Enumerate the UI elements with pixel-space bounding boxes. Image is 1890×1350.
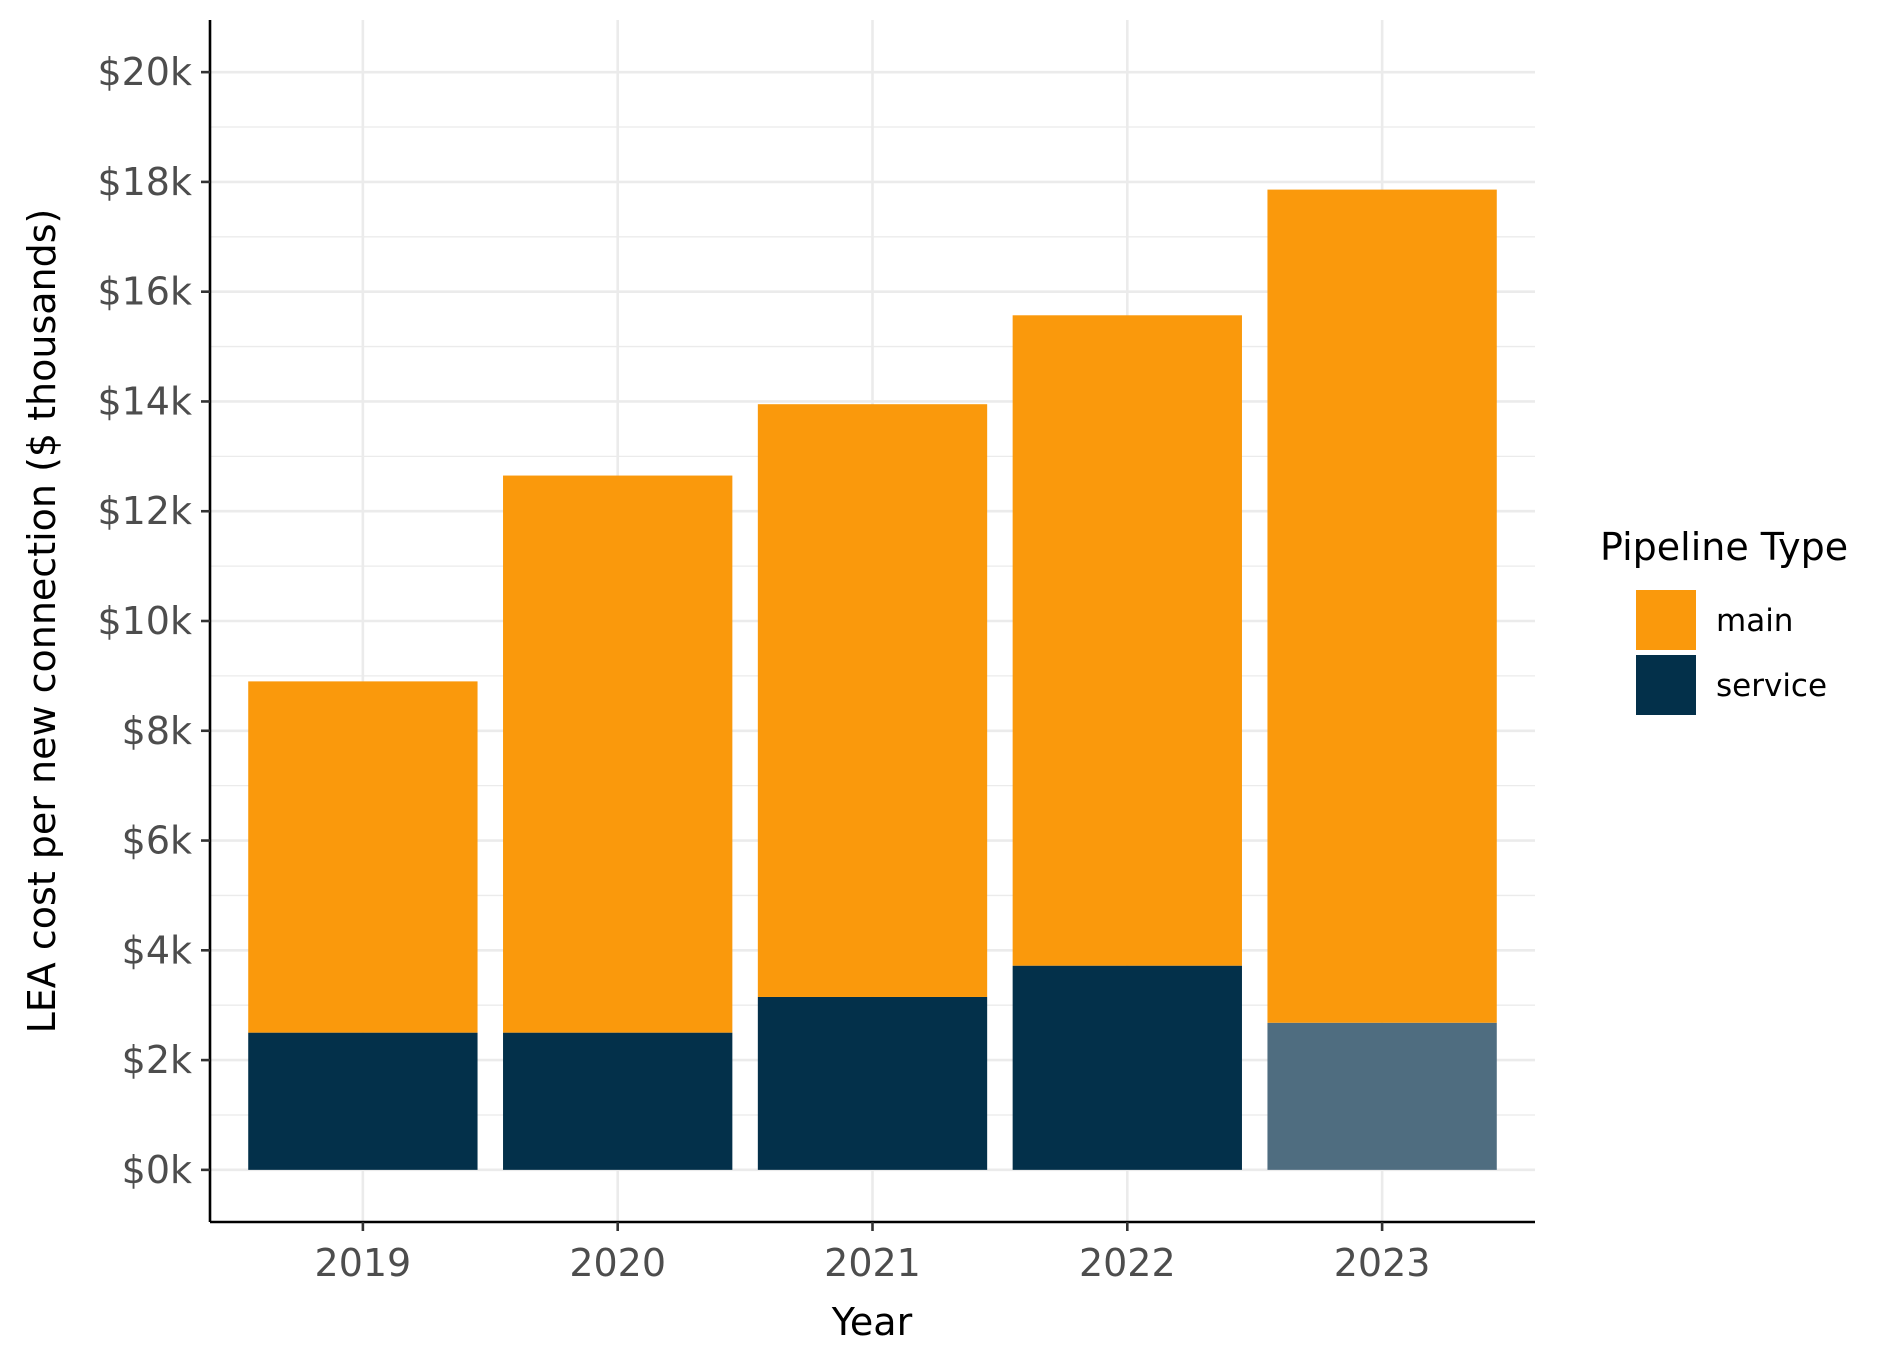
bar-service-2019: [248, 1032, 478, 1170]
bar-main-2020: [503, 475, 733, 1033]
x-tick-label: 2022: [1079, 1241, 1176, 1285]
bars: [248, 189, 1497, 1170]
x-ticks: 2019 2020 2021 2022 2023: [315, 1222, 1431, 1285]
y-tick-label: $14k: [97, 379, 192, 423]
x-axis-title: Year: [831, 1300, 913, 1344]
y-tick-label: $20k: [97, 50, 192, 94]
y-tick-label: $0k: [122, 1148, 192, 1192]
legend-swatch-service: [1636, 655, 1696, 715]
bar-main-2023: [1267, 189, 1497, 1023]
legend-label-main: main: [1716, 603, 1793, 639]
y-ticks: $0k $2k $4k $6k $8k $10k $12k $14k $16k $18k $20k: [97, 50, 210, 1192]
bar-service-2020: [503, 1032, 733, 1170]
y-tick-label: $6k: [122, 819, 192, 863]
legend-label-service: service: [1716, 668, 1827, 704]
legend-title: Pipeline Type: [1600, 525, 1848, 569]
legend: Pipeline Type main service: [1600, 525, 1848, 715]
bar-service-2021: [757, 996, 988, 1170]
x-tick-label: 2020: [569, 1241, 666, 1285]
y-tick-label: $12k: [97, 489, 192, 533]
x-tick-label: 2023: [1334, 1241, 1431, 1285]
y-tick-label: $8k: [122, 709, 192, 753]
x-tick-label: 2019: [315, 1241, 412, 1285]
bar-main-2021: [757, 404, 988, 997]
bar-main-2019: [248, 681, 478, 1033]
y-tick-label: $2k: [122, 1038, 192, 1082]
x-tick-label: 2021: [824, 1241, 921, 1285]
bar-main-2022: [1012, 315, 1242, 966]
y-tick-label: $18k: [97, 160, 192, 204]
bar-service-2022: [1012, 965, 1242, 1170]
legend-swatch-main: [1636, 590, 1696, 650]
y-axis-title: LEA cost per new connection ($ thousands…: [20, 209, 64, 1034]
y-tick-label: $4k: [122, 928, 192, 972]
y-tick-label: $10k: [97, 599, 192, 643]
bar-service-2023: [1267, 1022, 1497, 1170]
y-tick-label: $16k: [97, 270, 192, 314]
